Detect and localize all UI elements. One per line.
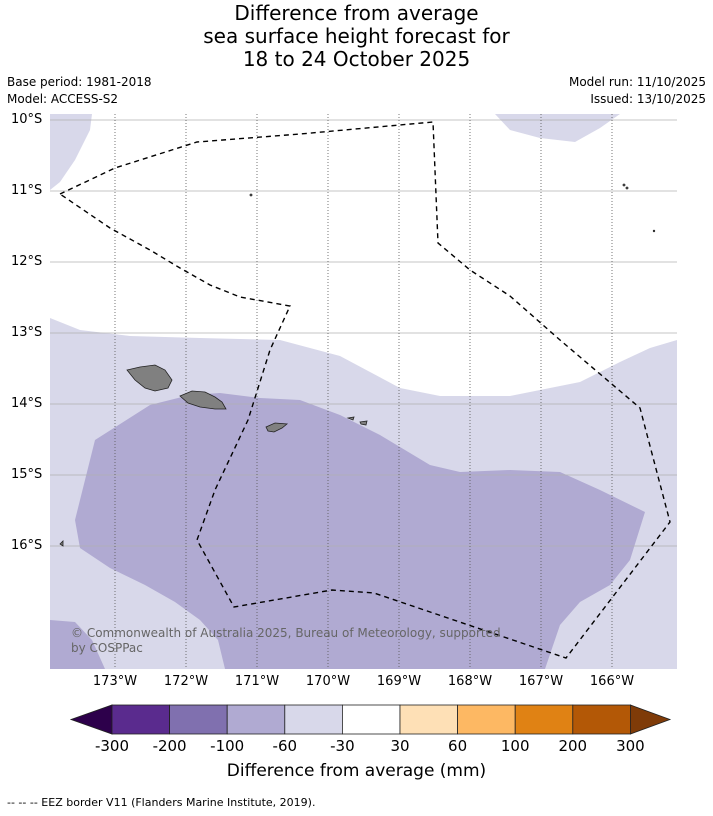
- lon-label-170w: 170°W: [305, 674, 351, 689]
- lat-label-16s: 16°S: [11, 538, 43, 553]
- colorbar-extend-high: [630, 704, 672, 735]
- lon-label-172w: 172°W: [163, 674, 209, 689]
- eez-border-samoa: [59, 121, 671, 659]
- lat-label-15s: 15°S: [11, 467, 43, 482]
- colorbar-bin-3: [226, 704, 286, 735]
- colorbar-tick-minus100: -100: [210, 737, 245, 755]
- lat-label-14s: 14°S: [11, 396, 43, 411]
- colorbar-extend-low: [69, 704, 113, 735]
- colorbar-tick-100: 100: [500, 737, 530, 755]
- tokelau-islet-c: [652, 229, 656, 233]
- colorbar-bin-4: [284, 704, 343, 735]
- anomaly-region-minus60: [75, 393, 645, 669]
- lat-label-11s: 11°S: [11, 183, 43, 198]
- colorbar-tick-minus30: -30: [330, 737, 355, 755]
- meta-right: Model run: 11/10/2025 Issued: 13/10/2025: [569, 74, 706, 108]
- eez-borders: [59, 121, 671, 659]
- map-title-line3: 18 to 24 October 2025: [242, 47, 471, 71]
- savaii-island: [126, 364, 173, 392]
- colorbar-bin-7: [457, 704, 516, 735]
- lon-label-168w: 168°W: [447, 674, 493, 689]
- tutuila-island: [265, 422, 289, 433]
- lat-label-13s: 13°S: [11, 325, 43, 340]
- colorbar-tick-300: 300: [616, 737, 645, 755]
- colorbar-tick-minus300: -300: [94, 737, 130, 755]
- colorbar-bin-6: [399, 704, 458, 735]
- ofu-island: [346, 416, 355, 421]
- map-title-line2: sea surface height forecast for: [203, 24, 510, 48]
- colorbar-bin-8: [514, 704, 574, 735]
- map-copyright: © Commonwealth of Australia 2025, Bureau…: [71, 626, 501, 655]
- longitude-gridlines: [114, 114, 613, 669]
- colorbar-tick-30: 30: [390, 737, 410, 755]
- lon-label-166w: 166°W: [589, 674, 635, 689]
- model-name: Model: ACCESS-S2: [7, 92, 119, 106]
- tau-island: [359, 420, 368, 426]
- model-run: Model run: 11/10/2025: [568, 75, 706, 89]
- colorbar-bin-1: [111, 704, 170, 735]
- tokelau-islet-a: [622, 183, 626, 187]
- lon-label-173w: 173°W: [92, 674, 138, 689]
- lat-label-10s: 10°S: [11, 112, 43, 127]
- anomaly-region-minus30-top-left: [50, 114, 92, 190]
- anomaly-region-minus30-top-right: [495, 114, 620, 142]
- colorbar-bin-5: [341, 704, 401, 735]
- colorbar-bin-2: [169, 704, 228, 735]
- colorbar-tick-minus200: -200: [152, 737, 187, 755]
- tokelau-islet-b: [625, 186, 629, 190]
- eez-legend-footer: -- -- -- EEZ border V11 (Flanders Marine…: [7, 796, 316, 809]
- colorbar-tick-200: 200: [558, 737, 588, 755]
- colorbar-bin-9: [572, 704, 631, 735]
- upolu-island: [179, 390, 227, 410]
- issued-date: Issued: 13/10/2025: [590, 92, 706, 106]
- lon-label-167w: 167°W: [518, 674, 564, 689]
- meta-left: Base period: 1981-2018 Model: ACCESS-S2: [7, 74, 152, 108]
- colorbar-tick-60: 60: [448, 737, 468, 755]
- lat-label-12s: 12°S: [11, 254, 43, 269]
- swains-islet: [249, 193, 253, 197]
- lon-label-169w: 169°W: [376, 674, 422, 689]
- colorbar: [69, 704, 672, 735]
- anomaly-region-minus60-bottom-left: [50, 620, 105, 669]
- map-title-line1: Difference from average: [234, 1, 479, 25]
- latitude-gridlines: [50, 119, 677, 547]
- wallis-islet: [59, 540, 64, 547]
- base-period: Base period: 1981-2018: [7, 75, 152, 89]
- colorbar-label: Difference from average (mm): [226, 761, 487, 781]
- land-masses: [59, 183, 656, 547]
- lon-label-171w: 171°W: [234, 674, 280, 689]
- colorbar-tick-minus60: -60: [272, 737, 298, 755]
